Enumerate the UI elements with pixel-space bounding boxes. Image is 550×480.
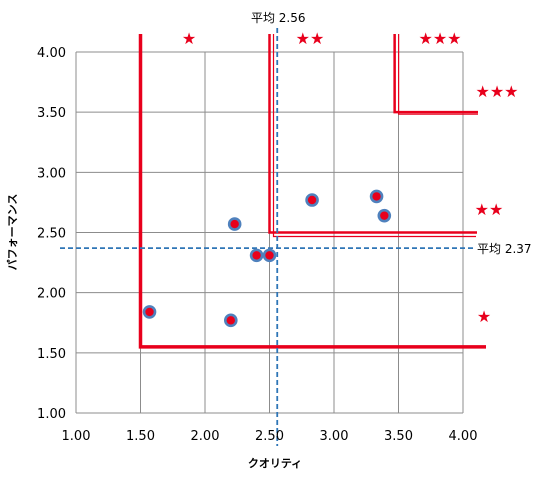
rating-region-3-boundary xyxy=(393,34,478,114)
region-1-side-stars: ★ xyxy=(477,307,491,326)
y-tick-label: 3.00 xyxy=(37,166,66,181)
data-point xyxy=(224,313,238,328)
region-2-side-stars: ★★ xyxy=(475,200,504,219)
rating-region-1-boundary xyxy=(138,34,486,349)
data-point xyxy=(142,305,157,319)
x-tick-label: 1.00 xyxy=(62,429,91,444)
data-point xyxy=(305,193,319,207)
x-tick-label: 2.00 xyxy=(191,429,220,444)
labels: クオリティ パフォーマンス xyxy=(6,194,302,470)
y-tick-label: 3.50 xyxy=(37,106,66,121)
y-axis-label: パフォーマンス xyxy=(6,194,19,271)
x-tick-label: 4.00 xyxy=(449,429,478,444)
data-point xyxy=(249,248,264,263)
data-point xyxy=(262,248,277,263)
data-point xyxy=(369,189,384,204)
x-tick-label: 3.50 xyxy=(384,429,413,444)
x-axis-label: クオリティ xyxy=(248,457,302,470)
x-average-label: 平均 2.56 xyxy=(251,11,306,25)
rating-region-2-inner-line xyxy=(272,34,476,238)
region-1-top-stars: ★ xyxy=(182,29,196,48)
tick-labels: 1.00 1.50 2.00 2.50 3.00 3.50 4.00 1.00 1.50 2.00… xyxy=(37,46,477,444)
region-3-side-stars: ★★★ xyxy=(475,82,518,101)
y-average-label: 平均 2.37 xyxy=(477,242,532,256)
y-tick-label: 1.00 xyxy=(37,407,66,422)
y-tick-label: 2.00 xyxy=(37,287,66,302)
rating-regions: ★★★★★★★★★★★★ xyxy=(138,29,519,349)
rating-region-2-boundary xyxy=(268,34,477,234)
x-tick-label: 2.50 xyxy=(255,429,284,444)
x-tick-label: 1.50 xyxy=(126,429,155,444)
rating-region-3-inner-line xyxy=(398,34,478,115)
y-tick-label: 2.50 xyxy=(37,227,66,242)
y-tick-label: 1.50 xyxy=(37,347,66,362)
x-tick-label: 3.00 xyxy=(320,429,349,444)
data-point xyxy=(227,217,242,231)
data-points xyxy=(142,189,392,328)
y-tick-label: 4.00 xyxy=(37,46,66,61)
region-3-top-stars: ★★★ xyxy=(418,29,461,48)
data-point xyxy=(377,208,392,223)
region-2-top-stars: ★★ xyxy=(296,29,325,48)
average-lines: 平均 2.56 平均 2.37 xyxy=(60,11,532,446)
